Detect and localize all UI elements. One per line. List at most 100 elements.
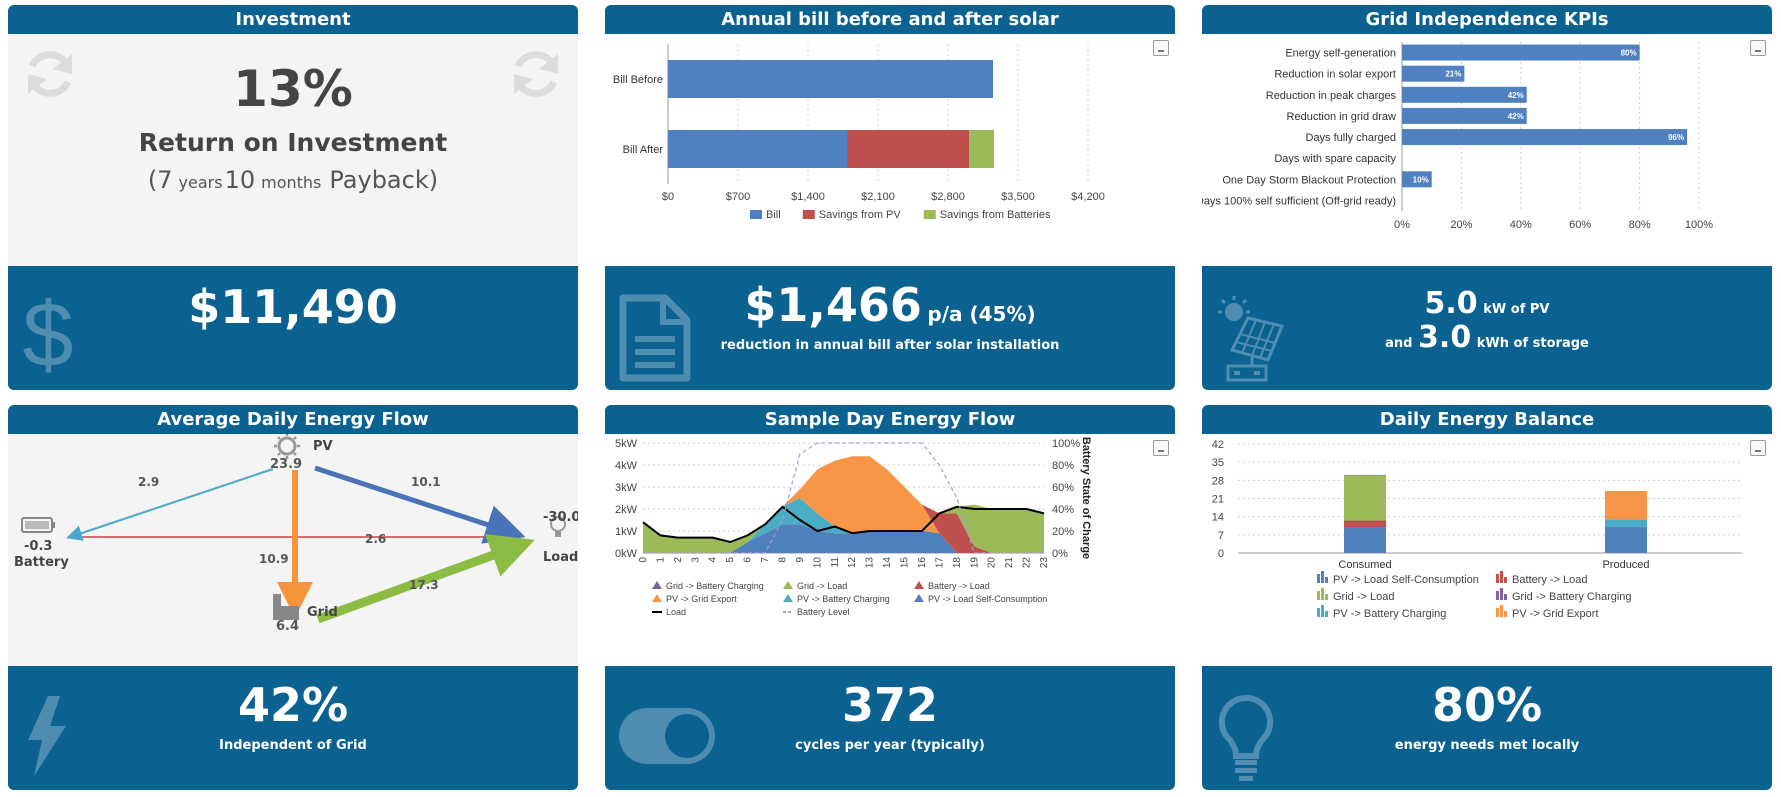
balance-panel: Daily Energy Balance 0 7 14 21 28 35 42 Consume… — [1202, 405, 1772, 790]
x-tick-label: 5 — [725, 557, 736, 563]
y2-tick-label: 100% — [1052, 438, 1080, 450]
legend-label: PV -> Load Self-Consumption — [928, 594, 1047, 604]
legend-label: Battery -> Load — [928, 581, 990, 591]
bar-segment — [1344, 474, 1386, 476]
y-category-label: Reduction in peak charges — [1266, 90, 1397, 102]
legend-label: PV -> Battery Charging — [797, 594, 890, 604]
legend-swatch — [1317, 574, 1320, 583]
bar-segment — [969, 130, 994, 168]
panel-title: Sample Day Energy Flow — [605, 405, 1175, 434]
x-tick-label: 100% — [1685, 219, 1713, 231]
load-label: Load — [543, 550, 578, 565]
bar-segment — [1605, 490, 1647, 520]
kpi-bar — [1402, 107, 1527, 124]
load-line — [642, 505, 1045, 544]
kpi-chart: 0% 20% 40% 60% 80% 100% Energy self-generation… — [1202, 42, 1713, 231]
legend-swatch — [750, 210, 762, 219]
x-tick-label: 1 — [655, 557, 666, 563]
legend-swatch — [1325, 594, 1328, 600]
battery-label: Battery — [14, 555, 69, 570]
roi-value: 13% — [233, 60, 353, 118]
legend-label: Battery Level — [797, 607, 850, 617]
local-needs-value: 80% — [1431, 678, 1543, 732]
download-button[interactable] — [1750, 440, 1766, 456]
y2-tick-label: 40% — [1052, 504, 1074, 516]
balance-chart: 0 7 14 21 28 35 42 Consumed Produced PV -> Load S… — [1212, 439, 1742, 620]
toggle-icon — [619, 708, 715, 764]
x-tick-label: $2,800 — [931, 191, 965, 203]
y-tick-label: 14 — [1212, 512, 1224, 524]
x-tick-label: 0 — [638, 557, 649, 563]
panel-title: Annual bill before and after solar — [605, 5, 1175, 34]
y-tick-label: 2kW — [615, 504, 638, 516]
y-tick-label: 7 — [1218, 530, 1224, 542]
download-button[interactable] — [1750, 40, 1766, 56]
bill-reduction: $1,466 p/a (45%) — [605, 278, 1175, 332]
cycles-summary: 372 cycles per year (typically) — [605, 666, 1175, 790]
y-category-label: One Day Storm Blackout Protection — [1222, 174, 1396, 186]
payback-text: (7 years10 months Payback) — [8, 166, 578, 194]
x-tick-label: 11 — [830, 557, 841, 568]
x-tick-label: 40% — [1510, 219, 1532, 231]
legend-swatch — [783, 581, 793, 589]
bill-reduction-suffix: p/a (45%) — [927, 302, 1036, 326]
and-word: and — [1385, 336, 1413, 351]
x-tick-label: $2,100 — [861, 191, 895, 203]
x-tick-label: 12 — [847, 557, 858, 569]
payback-months-unit: months — [261, 173, 322, 192]
panel-title: Investment — [8, 5, 578, 34]
legend-swatch — [1504, 611, 1507, 617]
solar-panel-icon — [1218, 296, 1285, 382]
y-tick-label: 4kW — [615, 460, 638, 472]
x-tick-label: 20% — [1450, 219, 1472, 231]
bar-segment — [847, 130, 969, 168]
x-tick-label: 22 — [1022, 557, 1033, 569]
x-tick-label: 0% — [1394, 219, 1410, 231]
y-tick-label: 28 — [1212, 475, 1224, 487]
data-label: 42% — [1508, 112, 1524, 121]
legend-label: Load — [666, 607, 686, 617]
load-value: -30.0 — [543, 510, 578, 525]
annual-bill-chart: $0 $700 $1,400 $2,100 $2,800 $3,500 $4,200 Bill… — [613, 44, 1105, 221]
legend-label: Savings from PV — [819, 209, 902, 221]
kpi-bar — [1402, 129, 1688, 146]
y-tick-label: 42 — [1212, 439, 1224, 451]
independence-caption: Independent of Grid — [219, 738, 367, 753]
kpi-chart-area: 0% 20% 40% 60% 80% 100% Energy self-generation… — [1202, 34, 1772, 266]
legend-label: PV -> Grid Export — [1512, 608, 1599, 620]
grid-label: Grid — [307, 605, 338, 620]
data-label: 42% — [1508, 91, 1524, 100]
y-category-label: Days fully charged — [1306, 132, 1397, 144]
area-series — [643, 456, 1044, 553]
y-category-label: Bill After — [623, 144, 664, 156]
investment-amount: $11,490 — [188, 280, 398, 334]
roi-label: Return on Investment — [138, 128, 448, 157]
investment-panel: Investment 13% Return on Investment (7 ye… — [8, 5, 578, 390]
factory-icon — [273, 594, 299, 620]
y-tick-label: 0 — [1218, 548, 1224, 560]
pv-size-line: 5.0 kW of PV — [1202, 286, 1772, 321]
x-tick-label: 6 — [743, 557, 754, 563]
annual-bill-chart-area: $0 $700 $1,400 $2,100 $2,800 $3,500 $4,200 Bill… — [605, 34, 1175, 266]
x-tick-label: 19 — [969, 557, 980, 569]
x-tick-label: 4 — [708, 557, 719, 563]
y-tick-label: 0kW — [615, 548, 638, 560]
y-tick-label: 5kW — [615, 438, 638, 450]
y2-tick-label: 80% — [1052, 460, 1074, 472]
flow-label-pv-battery: 2.9 — [138, 475, 160, 489]
download-button[interactable] — [1153, 440, 1169, 456]
local-needs-caption: energy needs met locally — [1394, 738, 1580, 753]
area-series — [643, 456, 1044, 553]
legend-swatch — [1325, 577, 1328, 583]
y-category-label: Reduction in grid draw — [1287, 111, 1397, 123]
y-tick-label: 1kW — [615, 526, 638, 538]
legend-label: Battery -> Load — [1512, 574, 1588, 586]
download-button[interactable] — [1153, 40, 1169, 56]
x-tick-label: 10 — [812, 557, 823, 569]
local-needs-summary: 80% energy needs met locally — [1202, 666, 1772, 790]
flow-diagram — [21, 434, 566, 624]
bar-segment — [1605, 527, 1647, 553]
legend-label: PV -> Grid Export — [666, 594, 737, 604]
independence-summary: 42% Independent of Grid — [8, 666, 578, 790]
